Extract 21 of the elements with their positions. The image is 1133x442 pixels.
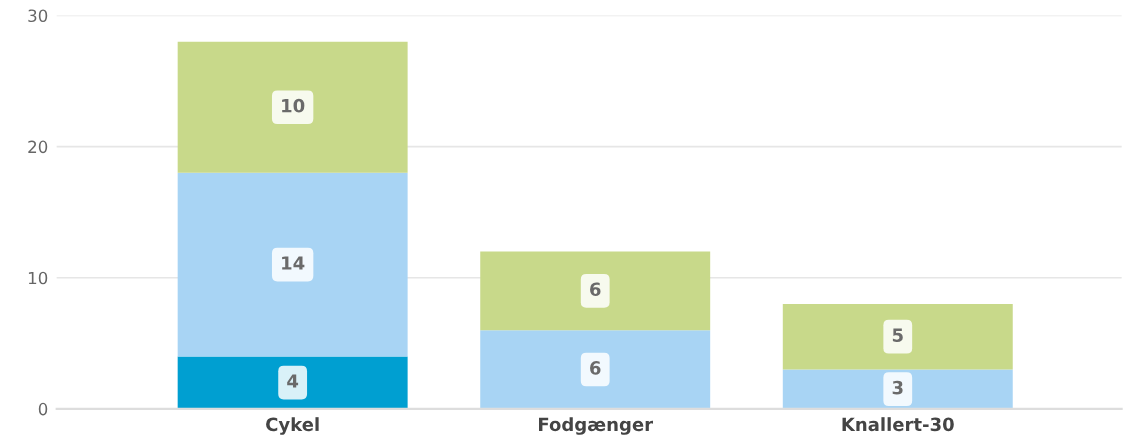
bar — [480, 330, 711, 409]
x-tick-label: Cykel — [266, 417, 319, 435]
bar — [480, 251, 711, 331]
data-label: 4 — [287, 374, 299, 388]
data-label: 3 — [892, 380, 903, 395]
data-label: 14 — [282, 256, 305, 270]
bar — [177, 41, 408, 173]
data-label: 6 — [590, 361, 601, 375]
data-label: 5 — [892, 328, 903, 342]
y-tick-label: 30 — [28, 9, 48, 23]
y-tick-label: 20 — [28, 140, 48, 154]
bar — [177, 356, 408, 409]
x-tick-label: Fodgænger — [539, 417, 654, 435]
bar — [177, 172, 408, 357]
y-tick-label: 10 — [28, 271, 48, 285]
y-tick-label: 0 — [38, 402, 48, 416]
data-label: 6 — [590, 282, 601, 297]
bar — [782, 303, 1013, 370]
x-tick-label: Knallert-30 — [842, 417, 954, 432]
bar — [782, 369, 1013, 409]
data-label: 10 — [282, 98, 305, 113]
